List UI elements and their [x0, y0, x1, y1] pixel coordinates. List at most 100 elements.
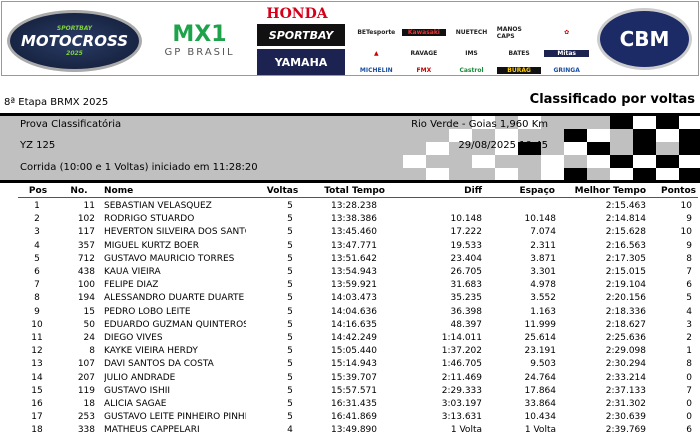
checker-square: [518, 168, 541, 180]
sportbay-logo: SPORTBAY: [257, 24, 345, 46]
cell-points: 2: [686, 333, 692, 343]
checker-square: [679, 116, 700, 129]
checker-square: [610, 129, 633, 142]
cell-total-time: 13:54.943: [331, 267, 377, 277]
cell-gap: 10.148: [524, 214, 557, 225]
checker-square: [495, 168, 518, 180]
cell-diff: 1 Volta: [450, 425, 482, 436]
cell-total-time: 13:59.921: [331, 280, 377, 291]
table-row: 14 207 JULIO ANDRADE 5 15:39.707 2:11.469 24.7…: [0, 373, 700, 386]
cell-number: 18: [83, 399, 95, 409]
checker-square: [633, 116, 656, 129]
cell-pos: 9: [34, 306, 40, 317]
category: YZ 125: [20, 140, 56, 151]
cell-laps: 5: [287, 267, 293, 277]
cell-total-time: 14:04.636: [331, 306, 377, 317]
checker-square: [564, 142, 587, 155]
cell-gap: 23.191: [524, 346, 557, 357]
checker-square: [541, 142, 564, 155]
cell-total-time: 13:28.238: [331, 201, 377, 211]
cell-name: EDUARDO GUZMAN QUINTEROS: [104, 319, 246, 330]
checker-square: [679, 142, 700, 155]
cell-laps: 5: [287, 306, 293, 317]
cell-points: 7: [686, 267, 692, 277]
cell-pos: 6: [34, 267, 40, 277]
cell-pos: 11: [31, 333, 43, 343]
race-info: Corrida (10:00 e 1 Voltas) iniciado em 1…: [20, 162, 258, 173]
cell-diff: 2:29.333: [441, 385, 482, 396]
session-name: Prova Classificatória: [20, 119, 122, 130]
checker-square: [495, 129, 518, 142]
cell-gap: 24.764: [524, 372, 557, 383]
checker-square: [564, 129, 587, 142]
cell-total-time: 15:05.440: [331, 346, 377, 357]
cell-number: 119: [77, 385, 95, 396]
checker-square: [656, 129, 679, 142]
cell-laps: 5: [287, 280, 293, 291]
cell-laps: 5: [287, 293, 293, 304]
checker-square: [587, 168, 610, 180]
cell-best-lap: 2:31.302: [605, 399, 646, 409]
cell-pos: 4: [34, 240, 40, 251]
cell-number: 11: [83, 201, 95, 211]
divider: [0, 113, 700, 116]
column-header-best-lap: Melhor Tempo: [574, 186, 646, 196]
checker-square: [633, 142, 656, 155]
cell-pos: 17: [31, 412, 43, 423]
cell-pos: 3: [34, 227, 40, 238]
cell-best-lap: 2:19.104: [605, 280, 646, 291]
checker-square: [564, 155, 587, 168]
table-row: 6 438 KAUÃ VIEIRA 5 13:54.943 26.705 3.301 2:15…: [0, 267, 700, 280]
divider: [0, 180, 700, 183]
motocross-championship-logo: SPORTBAY MOTOCROSS 2025: [7, 10, 142, 72]
cell-gap: 10.434: [524, 412, 557, 423]
cell-total-time: 16:41.869: [331, 412, 377, 423]
cell-name: ALESSANDRO DUARTE DUARTE: [104, 293, 245, 304]
cell-diff: 10.148: [450, 214, 483, 225]
sponsor-banner: SPORTBAY MOTOCROSS 2025 MX1 GP BRASIL HONDA…: [1, 1, 699, 76]
checker-square: [656, 155, 679, 168]
checker-square: [403, 155, 426, 168]
cell-laps: 5: [287, 253, 293, 264]
cell-number: 438: [77, 267, 95, 277]
cell-laps: 4: [287, 425, 293, 436]
cell-best-lap: 2:25.636: [605, 333, 646, 343]
checker-square: [610, 168, 633, 180]
cell-total-time: 15:39.707: [331, 372, 377, 383]
cell-points: 3: [686, 319, 692, 330]
cell-best-lap: 2:16.563: [605, 240, 646, 251]
cell-name: HEVERTON SILVEIRA DOS SANTOS: [104, 227, 246, 238]
cell-pos: 5: [34, 253, 40, 264]
cell-points: 10: [680, 201, 692, 211]
cell-diff: 3:13.631: [441, 412, 482, 423]
cell-number: 15: [83, 306, 95, 317]
checker-square: [449, 142, 472, 155]
cell-name: GUSTAVO ISHII: [104, 385, 171, 396]
cell-pos: 12: [31, 346, 43, 357]
column-header-name: Nome: [104, 186, 134, 196]
cell-name: ALICIA SAGAE: [104, 399, 167, 409]
cell-name: GUSTAVO MAURICIO TORRES: [104, 253, 235, 264]
checker-square: [472, 142, 495, 155]
report-title: Classificado por voltas: [529, 92, 695, 107]
cell-number: 24: [83, 333, 95, 343]
cell-laps: 5: [287, 333, 293, 343]
table-row: 12 8 KAYKE VIEIRA HERDY 5 15:05.440 1:37.202 2…: [0, 346, 700, 359]
cell-laps: 5: [287, 359, 293, 370]
checker-square: [426, 142, 449, 155]
cell-best-lap: 2:15.628: [605, 227, 646, 238]
event-name: 8ª Etapa BRMX 2025: [4, 97, 109, 108]
cell-name: GUSTAVO LEITE PINHEIRO PINHEIRO: [104, 412, 246, 423]
table-row: 4 357 MIGUEL KURTZ BOER 5 13:47.771 19.533 2.3…: [0, 241, 700, 254]
cell-gap: 7.074: [530, 227, 556, 238]
cell-points: 7: [686, 385, 692, 396]
checker-square: [518, 142, 541, 155]
cell-gap: 17.864: [524, 385, 557, 396]
cell-pos: 8: [34, 293, 40, 304]
location: Rio Verde - Goias 1,960 Km: [411, 119, 548, 130]
cell-laps: 5: [287, 412, 293, 423]
cell-gap: 3.552: [530, 293, 556, 304]
table-row: 7 100 FELIPE DIAZ 5 13:59.921 31.683 4.978 2:19…: [0, 280, 700, 293]
checker-square: [610, 116, 633, 129]
cell-number: 50: [83, 319, 95, 330]
